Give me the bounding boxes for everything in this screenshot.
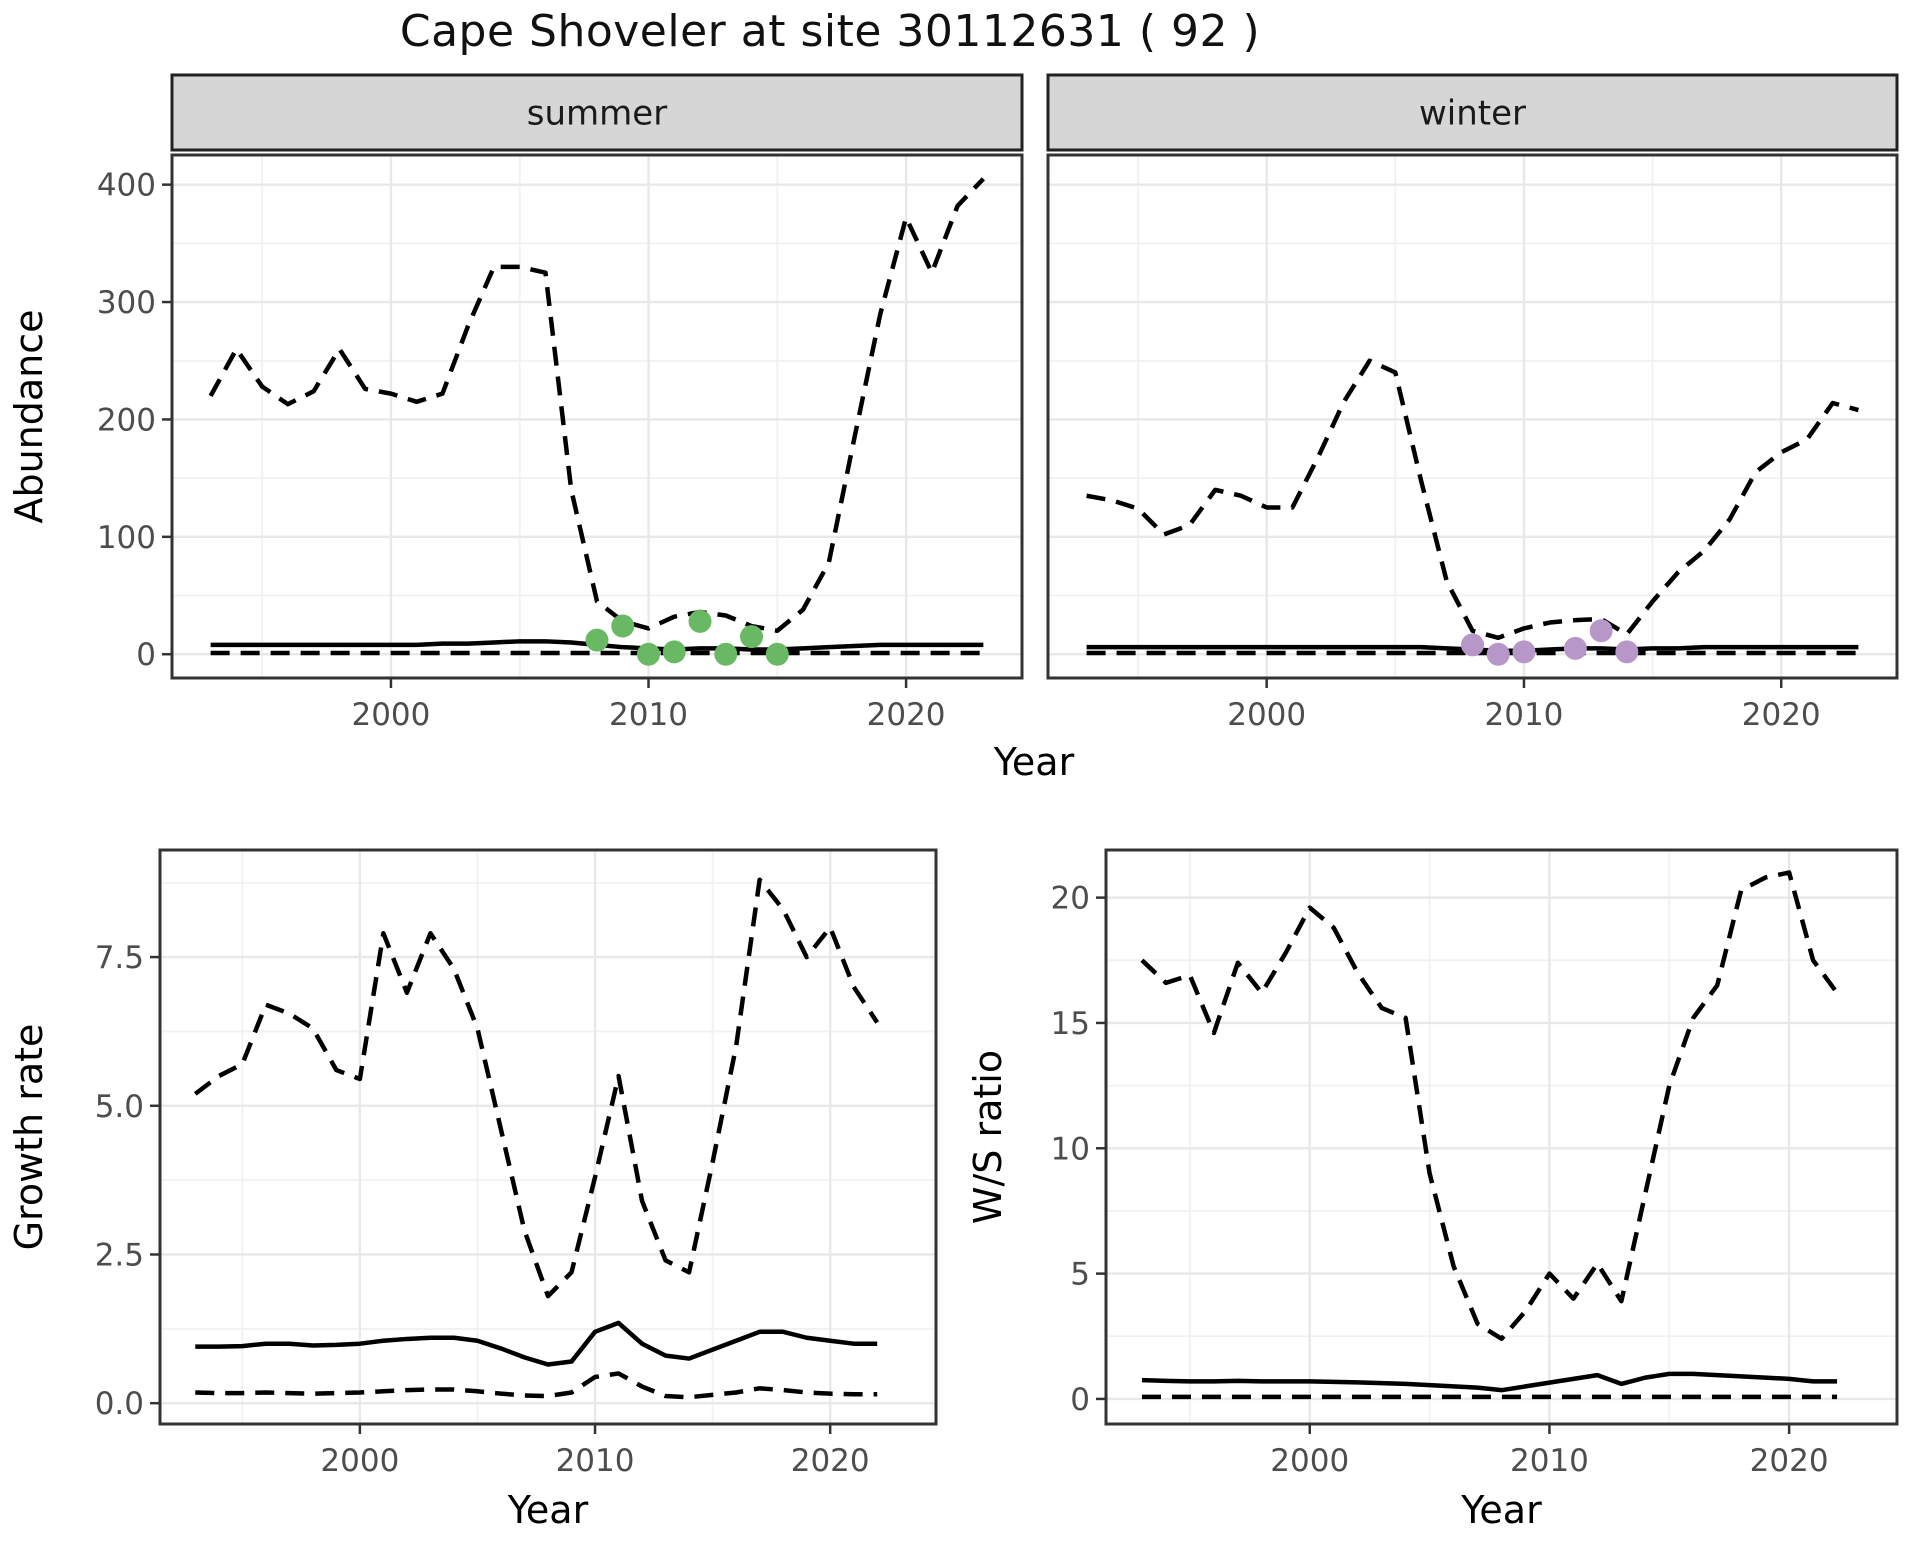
observation-point (585, 628, 609, 652)
facet-strip-label: summer (527, 94, 667, 134)
observation-point (662, 640, 686, 664)
y-axis-title-ws-ratio: W/S ratio (966, 1050, 1010, 1224)
chart-title: Cape Shoveler at site 30112631 ( 92 ) (399, 6, 1261, 57)
panel-abundance-summer: summer 2000 2010 2020 0 100 200 300 400 Abundance (7, 73, 1024, 733)
x-tick-label: 2020 (867, 697, 946, 733)
y-tick-label: 200 (97, 402, 156, 438)
facet-strip-label: winter (1419, 94, 1526, 134)
x-tick-label: 2020 (1750, 1443, 1829, 1479)
panel-ws-ratio: 2000 2010 2020 0 5 10 15 20 Year W/S ratio (966, 848, 1899, 1532)
observation-point (1512, 640, 1536, 664)
winter-observations (1461, 619, 1639, 666)
y-axis-title-growth-rate: Growth rate (7, 1024, 51, 1251)
y-tick-label: 0 (1070, 1382, 1090, 1418)
panel-abundance-winter: winter 2000 2010 2020 (1046, 73, 1899, 733)
panel-border (158, 848, 938, 1426)
y-tick-label: 0 (136, 637, 156, 673)
abundance-summer-upper-ci-line (208, 177, 985, 633)
observation-point (1563, 636, 1587, 660)
x-tick-label: 2000 (320, 1443, 399, 1479)
y-tick-label: 5 (1070, 1257, 1090, 1293)
facet-strip (1046, 73, 1899, 152)
x-tick-label: 2010 (609, 697, 688, 733)
observation-point (1615, 640, 1639, 664)
observation-point (688, 609, 712, 633)
facet-strip (170, 73, 1024, 152)
x-axis-title-ws-ratio: Year (1460, 1488, 1542, 1532)
ws-ratio-upper-ci-line (1140, 870, 1839, 1342)
y-tick-label: 0.0 (95, 1386, 144, 1422)
x-tick-label: 2000 (351, 697, 430, 733)
growth-rate-lower-ci-line (195, 1371, 878, 1400)
panel-border (1046, 153, 1899, 680)
summer-observations (585, 609, 789, 666)
growth-rate-median-line (195, 1320, 878, 1367)
x-tick-label: 2020 (1742, 697, 1821, 733)
y-tick-label: 7.5 (95, 940, 144, 976)
observation-point (1461, 633, 1484, 657)
x-axis-title-growth-rate: Year (507, 1488, 589, 1532)
panel-growth-rate: 2000 2010 2020 0.0 2.5 5.0 7.5 Year Growth rate (7, 848, 938, 1532)
growth-rate-upper-ci-line (193, 877, 880, 1299)
observation-point (637, 642, 661, 666)
x-tick-label: 2020 (791, 1443, 870, 1479)
abundance-winter-upper-ci-line (1086, 358, 1860, 641)
observation-point (1589, 619, 1613, 643)
x-tick-label: 2010 (1485, 697, 1564, 733)
x-tick-label: 2010 (556, 1443, 635, 1479)
observation-point (765, 642, 789, 666)
observation-point (714, 642, 738, 666)
y-tick-label: 15 (1051, 1006, 1090, 1042)
ws-ratio-median-line (1141, 1371, 1838, 1393)
y-tick-label: 10 (1051, 1131, 1090, 1167)
y-tick-label: 300 (97, 285, 156, 321)
y-tick-label: 100 (97, 520, 156, 556)
x-tick-label: 2000 (1270, 1443, 1349, 1479)
panel-border (170, 153, 1024, 680)
observation-point (611, 614, 635, 638)
observation-point (740, 625, 764, 649)
panel-border (1104, 848, 1899, 1426)
y-tick-label: 400 (97, 168, 156, 204)
y-axis-title-abundance-summer: Abundance (7, 309, 51, 523)
observation-point (1486, 642, 1510, 666)
x-tick-label: 2000 (1227, 697, 1306, 733)
x-axis-title-abundance: Year (993, 740, 1075, 784)
y-tick-label: 2.5 (95, 1237, 144, 1273)
y-tick-label: 20 (1051, 881, 1090, 917)
y-tick-label: 5.0 (95, 1089, 144, 1125)
x-tick-label: 2010 (1510, 1443, 1589, 1479)
